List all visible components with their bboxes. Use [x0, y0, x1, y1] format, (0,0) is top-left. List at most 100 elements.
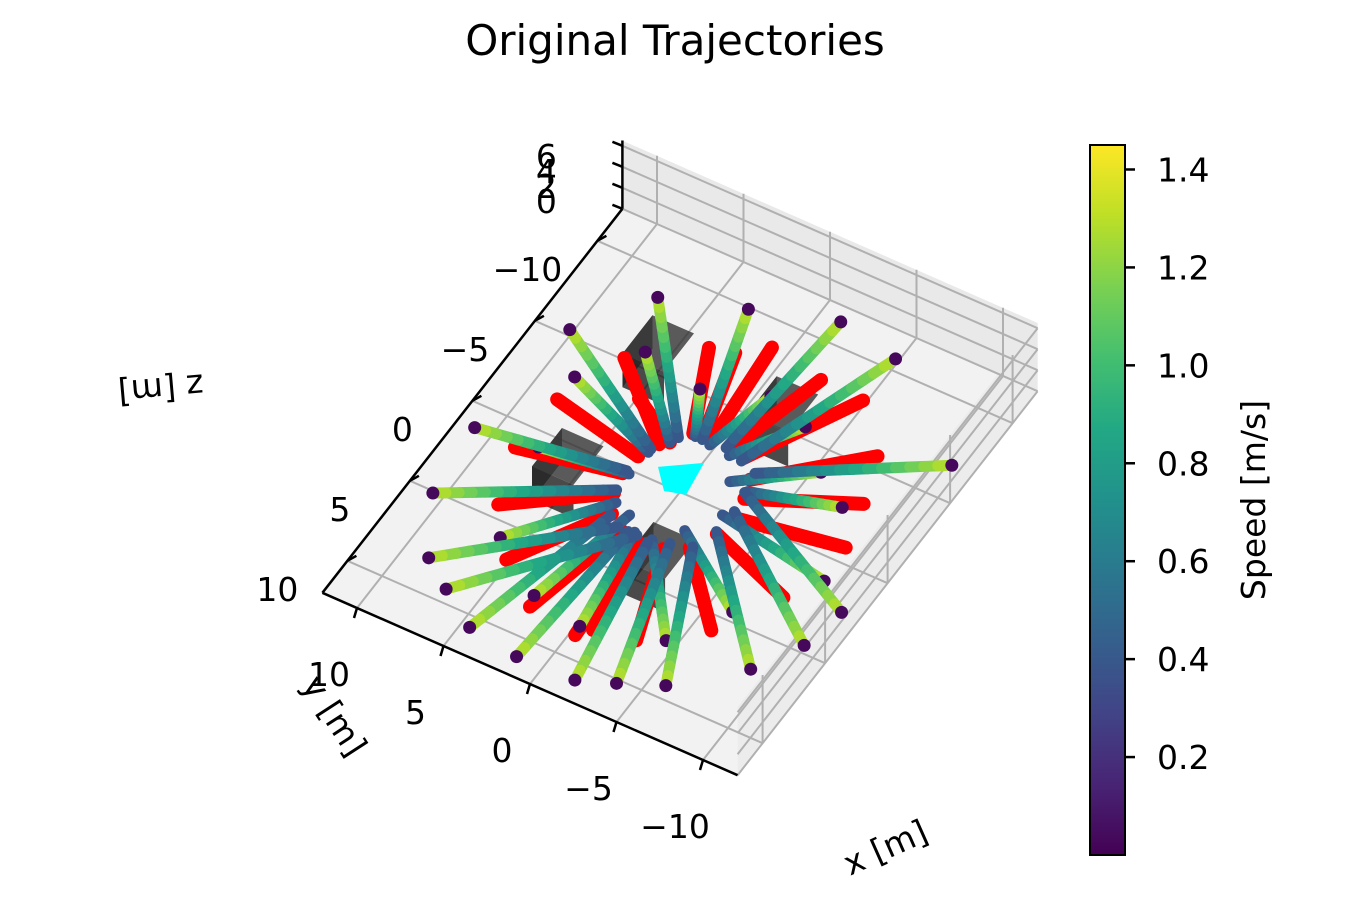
tick-mark — [471, 394, 483, 402]
goal-marker — [658, 462, 704, 495]
trajectory-endpoint — [563, 323, 577, 337]
z-tick-label: 0 — [536, 182, 557, 221]
obstacle-top — [622, 315, 694, 372]
trajectory-endpoint — [889, 352, 903, 366]
z-axis-label: z [m] — [117, 366, 206, 412]
trajectory-endpoint — [610, 676, 624, 690]
tick-mark — [439, 645, 445, 657]
trajectory-endpoint — [659, 679, 673, 693]
x-tick-label: −10 — [640, 807, 710, 846]
grid-line-z — [736, 390, 1039, 776]
colorbar-ticks: 0.2 0.4 0.6 0.8 1.0 1.2 1.4 — [1125, 150, 1209, 777]
trajectory-endpoint — [693, 382, 707, 396]
grid-line-z — [736, 327, 1039, 713]
trajectory — [510, 526, 634, 664]
trajectory — [493, 497, 622, 545]
tick-mark — [698, 759, 705, 771]
agent-path — [728, 372, 829, 453]
z-tick-label: 2 — [536, 167, 557, 206]
trajectory-endpoint — [568, 370, 582, 384]
trajectory-endpoint — [468, 421, 482, 435]
trajectory — [563, 323, 657, 455]
trajectory-endpoint — [834, 315, 848, 329]
trajectory-endpoint — [835, 500, 849, 514]
trajectory — [573, 526, 641, 633]
colorbar: 0.2 0.4 0.6 0.8 1.0 1.2 1.4 Speed [m/s] — [1089, 144, 1273, 856]
colorbar-tick-label: 0.6 — [1157, 542, 1209, 581]
trajectory-endpoint — [422, 551, 436, 565]
colorbar-tick-label: 1.4 — [1157, 150, 1209, 189]
z-tick-label: 6 — [536, 137, 557, 176]
trajectory-endpoint — [797, 638, 811, 652]
trajectory-series — [422, 290, 959, 693]
tick-mark — [409, 474, 420, 482]
grid-line-z — [736, 348, 1039, 734]
trajectory-endpoint — [510, 650, 524, 664]
colorbar-gradient — [1089, 144, 1126, 856]
trajectory — [439, 529, 643, 596]
grid-line-y — [596, 239, 1014, 425]
trajectory — [659, 541, 699, 693]
goal-marker-shape — [658, 462, 704, 495]
trajectory — [422, 521, 624, 565]
y-axis-label: y [m] — [294, 668, 375, 763]
trajectory — [689, 382, 707, 442]
tick-mark — [525, 683, 532, 695]
x-tick-label: 10 — [308, 655, 350, 694]
trajectory — [638, 345, 676, 448]
trajectory — [568, 536, 654, 687]
agent-path — [617, 350, 667, 452]
grid-line-z-wall — [621, 144, 1039, 330]
agent-path — [550, 392, 646, 464]
tick-mark — [596, 234, 608, 242]
colorbar-tick-label: 0.4 — [1157, 640, 1209, 679]
y-tick-label: 0 — [392, 410, 413, 449]
agent-path — [727, 510, 853, 555]
tick-mark — [612, 721, 618, 733]
trajectory-endpoint — [573, 619, 587, 633]
y-tick-label: −10 — [493, 250, 563, 289]
tick-mark — [346, 554, 358, 562]
trajectory — [468, 421, 633, 477]
trajectory-endpoint — [568, 673, 582, 687]
colorbar-tick-label: 0.8 — [1157, 444, 1209, 483]
grid-line-z-wall — [621, 165, 1039, 351]
trajectory-endpoint — [638, 345, 652, 359]
trajectory — [739, 486, 849, 619]
trajectory — [749, 458, 959, 479]
tick-mark — [611, 182, 623, 189]
trajectory-endpoint — [945, 458, 959, 472]
trajectory-endpoint — [741, 302, 755, 316]
grid-line-y — [346, 559, 764, 745]
colorbar-tick-label: 0.2 — [1157, 738, 1209, 777]
trajectory-endpoint — [744, 662, 758, 676]
grid-line-z — [736, 369, 1039, 755]
trajectory — [728, 506, 811, 652]
z-tick-label: 4 — [536, 152, 557, 191]
axis-panes — [322, 140, 1038, 776]
trajectory — [735, 352, 903, 467]
colorbar-label: Speed [m/s] — [1234, 400, 1273, 600]
x-tick-label: 0 — [492, 731, 513, 770]
trajectory-endpoint — [835, 605, 849, 619]
tick-mark — [611, 140, 623, 147]
colorbar-tick-label: 1.2 — [1157, 248, 1209, 287]
trajectory — [710, 526, 758, 676]
trajectory — [610, 537, 676, 690]
trajectory — [651, 290, 684, 444]
trajectory-endpoint — [463, 620, 477, 634]
trajectory-endpoint — [651, 290, 665, 304]
x-axis-label: x [m] — [837, 812, 933, 883]
trajectory-endpoint — [426, 486, 440, 500]
trajectory — [426, 484, 623, 500]
trajectory — [696, 302, 755, 446]
x-tick-label: 5 — [405, 693, 426, 732]
y-tick-label: 5 — [329, 490, 350, 529]
grid-line-z-wall — [621, 207, 1039, 393]
tick-mark — [611, 161, 623, 168]
tick-mark — [611, 203, 623, 210]
trajectory — [568, 370, 654, 458]
